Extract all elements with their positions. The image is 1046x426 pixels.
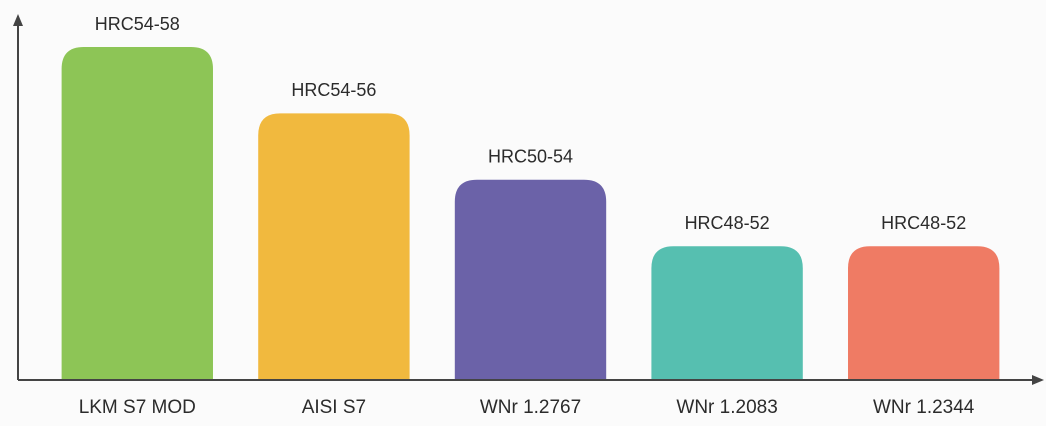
bar bbox=[848, 246, 1000, 379]
x-tick-label: LKM S7 MOD bbox=[79, 397, 196, 418]
value-label: HRC48-52 bbox=[881, 213, 966, 233]
x-tick-label: WNr 1.2767 bbox=[480, 397, 581, 418]
value-label: HRC48-52 bbox=[685, 213, 770, 233]
bar bbox=[454, 179, 607, 379]
x-tick-label: WNr 1.2083 bbox=[676, 397, 777, 418]
bar bbox=[258, 113, 410, 380]
y-axis-arrow bbox=[13, 14, 23, 26]
value-label: HRC54-58 bbox=[95, 14, 180, 34]
bar bbox=[61, 47, 213, 379]
bar bbox=[651, 246, 803, 379]
x-tick-label: AISI S7 bbox=[302, 397, 366, 418]
x-tick-label: WNr 1.2344 bbox=[873, 397, 975, 418]
value-label: HRC54-56 bbox=[291, 80, 376, 100]
value-label: HRC50-54 bbox=[488, 147, 573, 167]
x-axis-arrow bbox=[1032, 375, 1044, 385]
